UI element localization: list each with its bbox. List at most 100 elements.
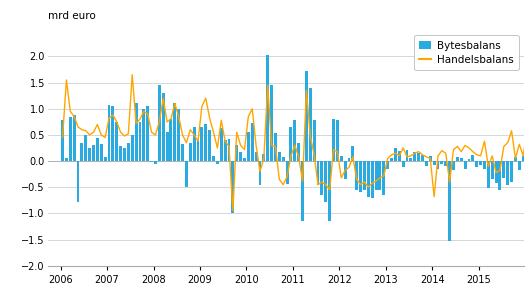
Bar	[444, 161, 447, 166]
Bar	[425, 161, 428, 166]
Bar	[177, 109, 180, 161]
Bar	[503, 161, 505, 178]
Bar	[386, 161, 389, 169]
Bar	[259, 161, 261, 185]
Legend: Bytesbalans, Handelsbalans: Bytesbalans, Handelsbalans	[414, 35, 518, 70]
Bar	[142, 109, 145, 161]
Bar	[379, 161, 381, 190]
Bar	[448, 161, 451, 241]
Bar	[316, 161, 320, 185]
Bar	[468, 159, 470, 161]
Bar	[135, 104, 138, 161]
Bar	[487, 161, 490, 188]
Bar	[344, 161, 346, 179]
Bar	[289, 127, 293, 161]
Bar	[131, 135, 134, 161]
Bar	[104, 157, 106, 161]
Bar	[158, 85, 161, 161]
Bar	[456, 157, 459, 161]
Bar	[433, 161, 435, 165]
Bar	[100, 144, 103, 161]
Bar	[270, 85, 273, 161]
Bar	[471, 155, 475, 161]
Bar	[266, 55, 269, 161]
Bar	[522, 156, 525, 161]
Bar	[510, 161, 513, 182]
Bar	[506, 161, 509, 185]
Bar	[286, 161, 288, 184]
Bar	[239, 152, 242, 161]
Bar	[204, 124, 207, 161]
Bar	[413, 152, 416, 161]
Bar	[359, 161, 362, 192]
Bar	[348, 159, 350, 161]
Bar	[146, 106, 149, 161]
Bar	[61, 120, 64, 161]
Bar	[154, 161, 157, 164]
Bar	[421, 155, 424, 161]
Bar	[77, 161, 79, 202]
Bar	[127, 143, 130, 161]
Bar	[88, 148, 91, 161]
Bar	[92, 145, 95, 161]
Bar	[69, 117, 72, 161]
Bar	[409, 159, 413, 161]
Bar	[174, 104, 176, 161]
Bar	[340, 156, 343, 161]
Bar	[115, 122, 118, 161]
Bar	[452, 161, 455, 171]
Bar	[243, 159, 246, 161]
Bar	[189, 143, 191, 161]
Bar	[406, 149, 408, 161]
Bar	[491, 161, 494, 179]
Bar	[251, 124, 254, 161]
Bar	[309, 88, 312, 161]
Bar	[375, 161, 378, 190]
Bar	[123, 148, 126, 161]
Bar	[274, 133, 277, 161]
Bar	[254, 152, 258, 161]
Bar	[367, 161, 370, 197]
Bar	[321, 161, 323, 195]
Bar	[282, 157, 285, 161]
Bar	[220, 128, 223, 161]
Bar	[363, 161, 366, 190]
Bar	[65, 159, 68, 161]
Bar	[150, 161, 153, 162]
Bar	[429, 156, 432, 161]
Bar	[247, 132, 250, 161]
Bar	[324, 161, 327, 202]
Bar	[224, 140, 226, 161]
Bar	[475, 161, 478, 167]
Bar	[355, 161, 358, 190]
Bar	[84, 135, 87, 161]
Bar	[417, 153, 420, 161]
Bar	[371, 161, 373, 198]
Bar	[394, 148, 397, 161]
Bar	[278, 152, 281, 161]
Bar	[328, 161, 331, 221]
Bar	[162, 93, 165, 161]
Bar	[390, 159, 393, 161]
Bar	[227, 139, 231, 161]
Bar	[441, 161, 443, 164]
Bar	[297, 143, 300, 161]
Text: mrd euro: mrd euro	[48, 11, 95, 21]
Bar	[169, 119, 172, 161]
Bar	[235, 145, 238, 161]
Bar	[107, 105, 111, 161]
Bar	[200, 127, 203, 161]
Bar	[294, 120, 296, 161]
Bar	[479, 161, 482, 165]
Bar	[463, 161, 467, 169]
Bar	[301, 161, 304, 221]
Bar	[139, 122, 141, 161]
Bar	[305, 71, 308, 161]
Bar	[96, 137, 99, 161]
Bar	[185, 161, 188, 187]
Bar	[313, 120, 316, 161]
Bar	[262, 154, 265, 161]
Bar	[231, 161, 234, 214]
Bar	[402, 161, 405, 167]
Bar	[166, 132, 169, 161]
